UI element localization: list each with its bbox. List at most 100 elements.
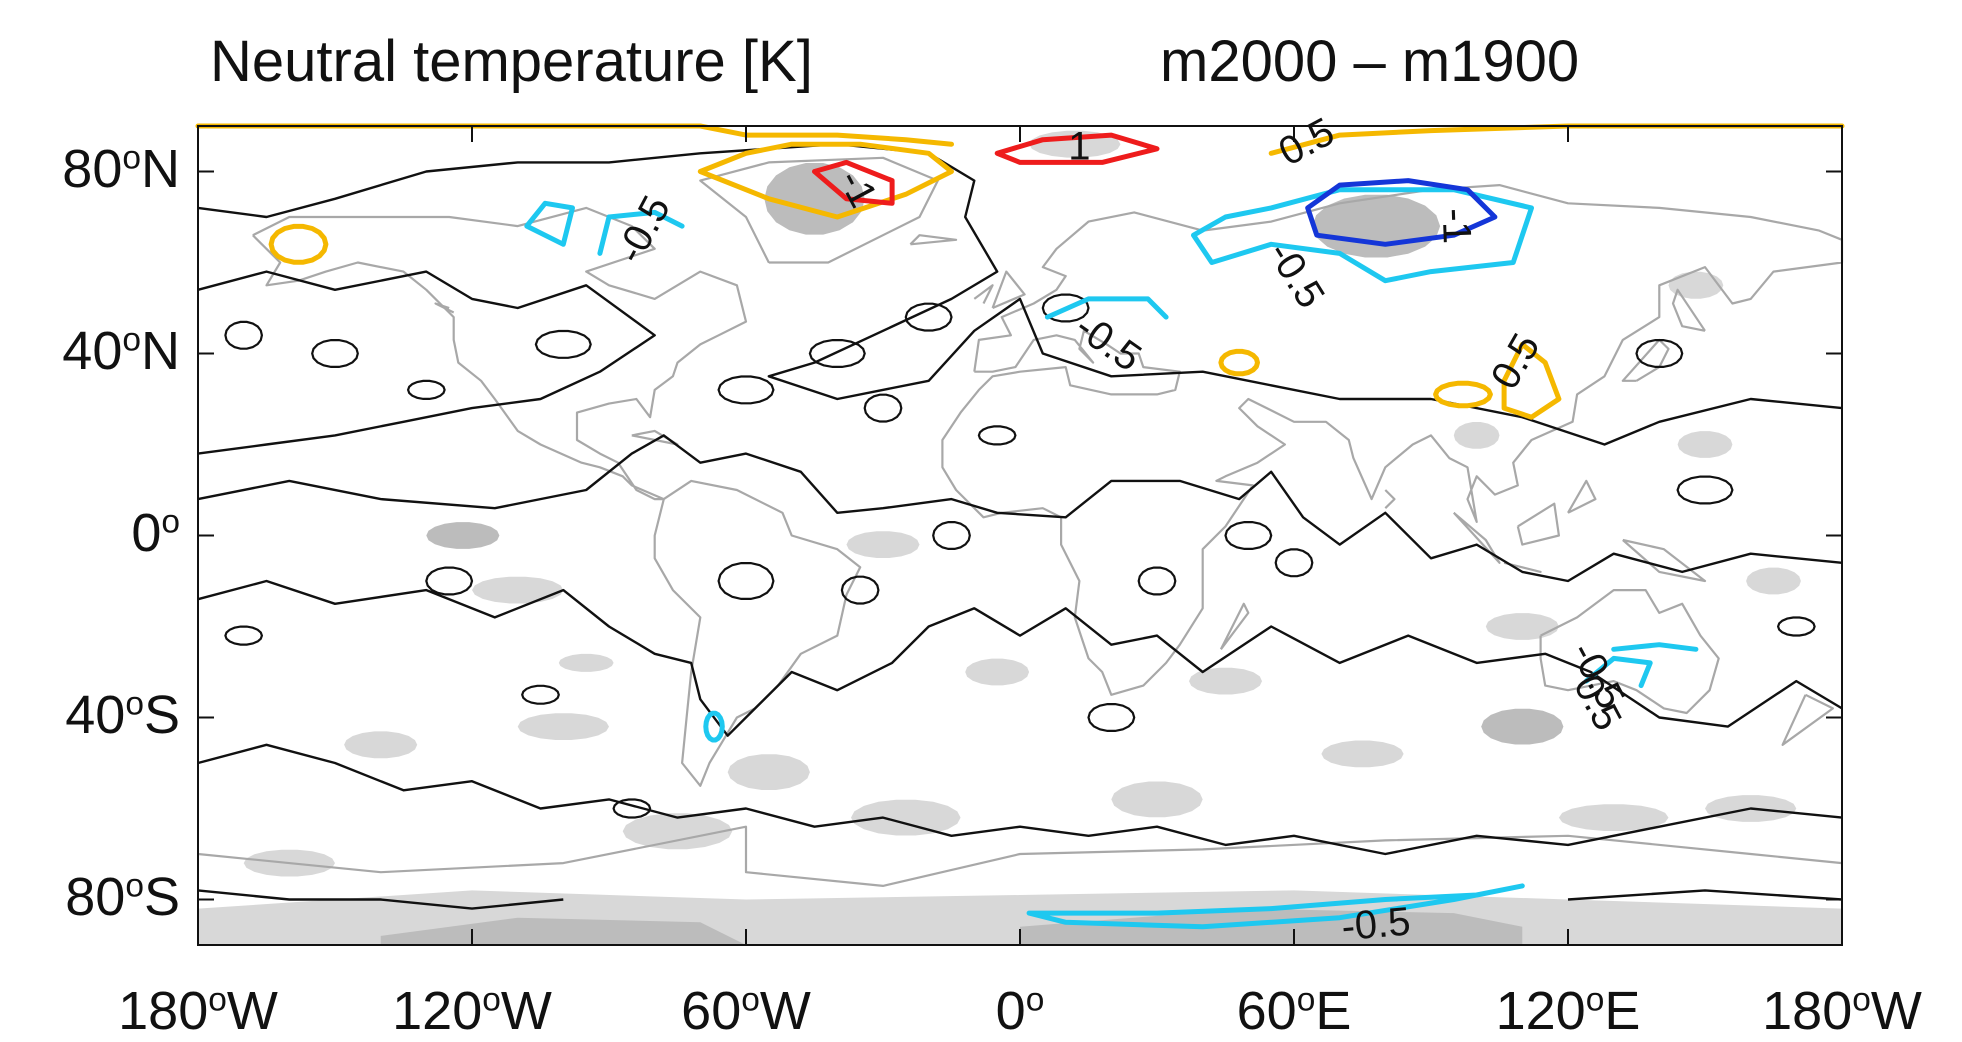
contour-label: 1	[1068, 124, 1090, 168]
contour-labels: -0.5-11 0.5-0.5-1-0.5 0.5-0.50.5-0.5	[608, 110, 1633, 950]
x-tick-label: 180oW	[1762, 981, 1922, 1041]
zero-contour-loop	[717, 375, 775, 405]
zero-contour-loop	[612, 798, 652, 819]
zero-contour-loop	[717, 562, 775, 600]
shading-patch	[846, 531, 920, 558]
negative-contour	[1611, 642, 1699, 652]
contour-label: -1	[1434, 207, 1479, 244]
x-tick-label: 120oE	[1495, 981, 1641, 1041]
shading-patch	[344, 731, 418, 759]
negative-contour-strong	[1305, 178, 1498, 247]
negative-contour	[524, 200, 575, 247]
shading-patch	[1558, 804, 1669, 831]
zero-contour-loop	[1635, 339, 1684, 368]
positive-contour-strong	[812, 159, 895, 206]
shading-patch	[1111, 781, 1203, 818]
shading-patch	[1189, 667, 1262, 695]
shading-patch	[472, 576, 564, 604]
shading-patch	[851, 799, 961, 836]
zero-contour-loop	[1776, 616, 1816, 637]
negative-contour	[1026, 883, 1525, 930]
zero-contour-loop	[977, 425, 1017, 446]
shading-patch	[1485, 613, 1559, 640]
x-tick-label: 120oW	[392, 981, 552, 1041]
shading-patch	[558, 653, 614, 672]
zero-contour	[197, 743, 1843, 856]
shading-patch	[1481, 708, 1564, 745]
positive-contour	[1501, 341, 1562, 420]
positive-contour	[1433, 380, 1493, 409]
map-frame	[197, 125, 1843, 946]
zero-contour-loop	[534, 329, 592, 359]
zero-contour-loop	[1087, 703, 1136, 732]
contour-label: -0.5	[1067, 305, 1149, 381]
shading-patch	[727, 754, 810, 790]
negative-contour	[703, 710, 725, 743]
zero-contour	[197, 579, 1843, 737]
y-tick-label: 40oN	[62, 320, 180, 381]
zero-contour-loop	[1224, 521, 1273, 550]
coastline	[1219, 602, 1250, 650]
negative-contour	[1044, 296, 1169, 320]
zero-contour-loop	[224, 320, 264, 350]
negative-contour	[597, 209, 685, 256]
positive-contour	[268, 223, 329, 265]
coastline	[1621, 338, 1670, 382]
zero-contour	[197, 434, 1843, 583]
coastline	[973, 284, 994, 304]
zero-contour-loop	[932, 521, 971, 550]
coastline	[941, 184, 1844, 696]
contour-label: 0.5	[1272, 110, 1342, 175]
shading-patch	[1668, 271, 1724, 299]
coastline	[252, 206, 748, 501]
zero-contour-loop	[1676, 475, 1734, 505]
zero-contour-loop	[311, 339, 359, 368]
map-subtitle: m2000 – m1900	[1160, 29, 1580, 94]
zero-contour-loop	[521, 684, 560, 705]
coastline	[1622, 538, 1707, 583]
contour-label: -0.5	[1340, 899, 1413, 949]
coastline	[1384, 489, 1396, 509]
coastline	[653, 479, 862, 787]
y-tick-label: 80oN	[62, 138, 180, 199]
positive-contour-strong	[994, 132, 1160, 165]
shading-patch	[1312, 194, 1441, 258]
zero-contour-loop	[840, 575, 880, 605]
coastline	[991, 270, 1026, 310]
y-tick-label: 80oS	[65, 866, 180, 927]
x-tick-label: 180oW	[118, 981, 278, 1041]
shading-patch	[1453, 422, 1500, 449]
shading-antarctica	[1020, 908, 1523, 945]
zero-contour-loop	[1274, 548, 1314, 578]
coastlines	[197, 156, 1844, 887]
zero-contour-loop	[1137, 566, 1177, 596]
coastline	[197, 825, 1843, 887]
zero-contour	[1567, 889, 1843, 901]
coastline	[1516, 502, 1560, 546]
zero-contour-loop	[808, 339, 866, 368]
zero-contour	[197, 270, 656, 455]
shading-patch	[1677, 431, 1733, 458]
coastline	[909, 234, 958, 246]
significance-shading	[198, 130, 1842, 945]
contour-label: -0.5	[608, 189, 679, 271]
zero-contour-loop	[224, 625, 264, 646]
shading-patch	[965, 658, 1030, 686]
coastline	[1567, 479, 1597, 514]
shading-patch	[426, 522, 500, 549]
zero-contour-loop	[425, 566, 474, 596]
shading-patch	[1746, 567, 1801, 595]
x-tick-label: 0o	[995, 981, 1045, 1041]
zero-contour-loop	[904, 302, 953, 332]
positive-contour	[697, 141, 954, 220]
coastline	[434, 302, 455, 314]
shading-patch	[622, 813, 733, 850]
contour-label: 0.5	[1483, 326, 1549, 396]
map-title: Neutral temperature [K]	[210, 29, 813, 94]
coastline	[1539, 589, 1720, 715]
coastline	[1452, 511, 1501, 564]
positive-contour	[195, 123, 954, 147]
x-tick-label: 60oE	[1236, 981, 1352, 1041]
positive-contour	[1268, 123, 1845, 156]
